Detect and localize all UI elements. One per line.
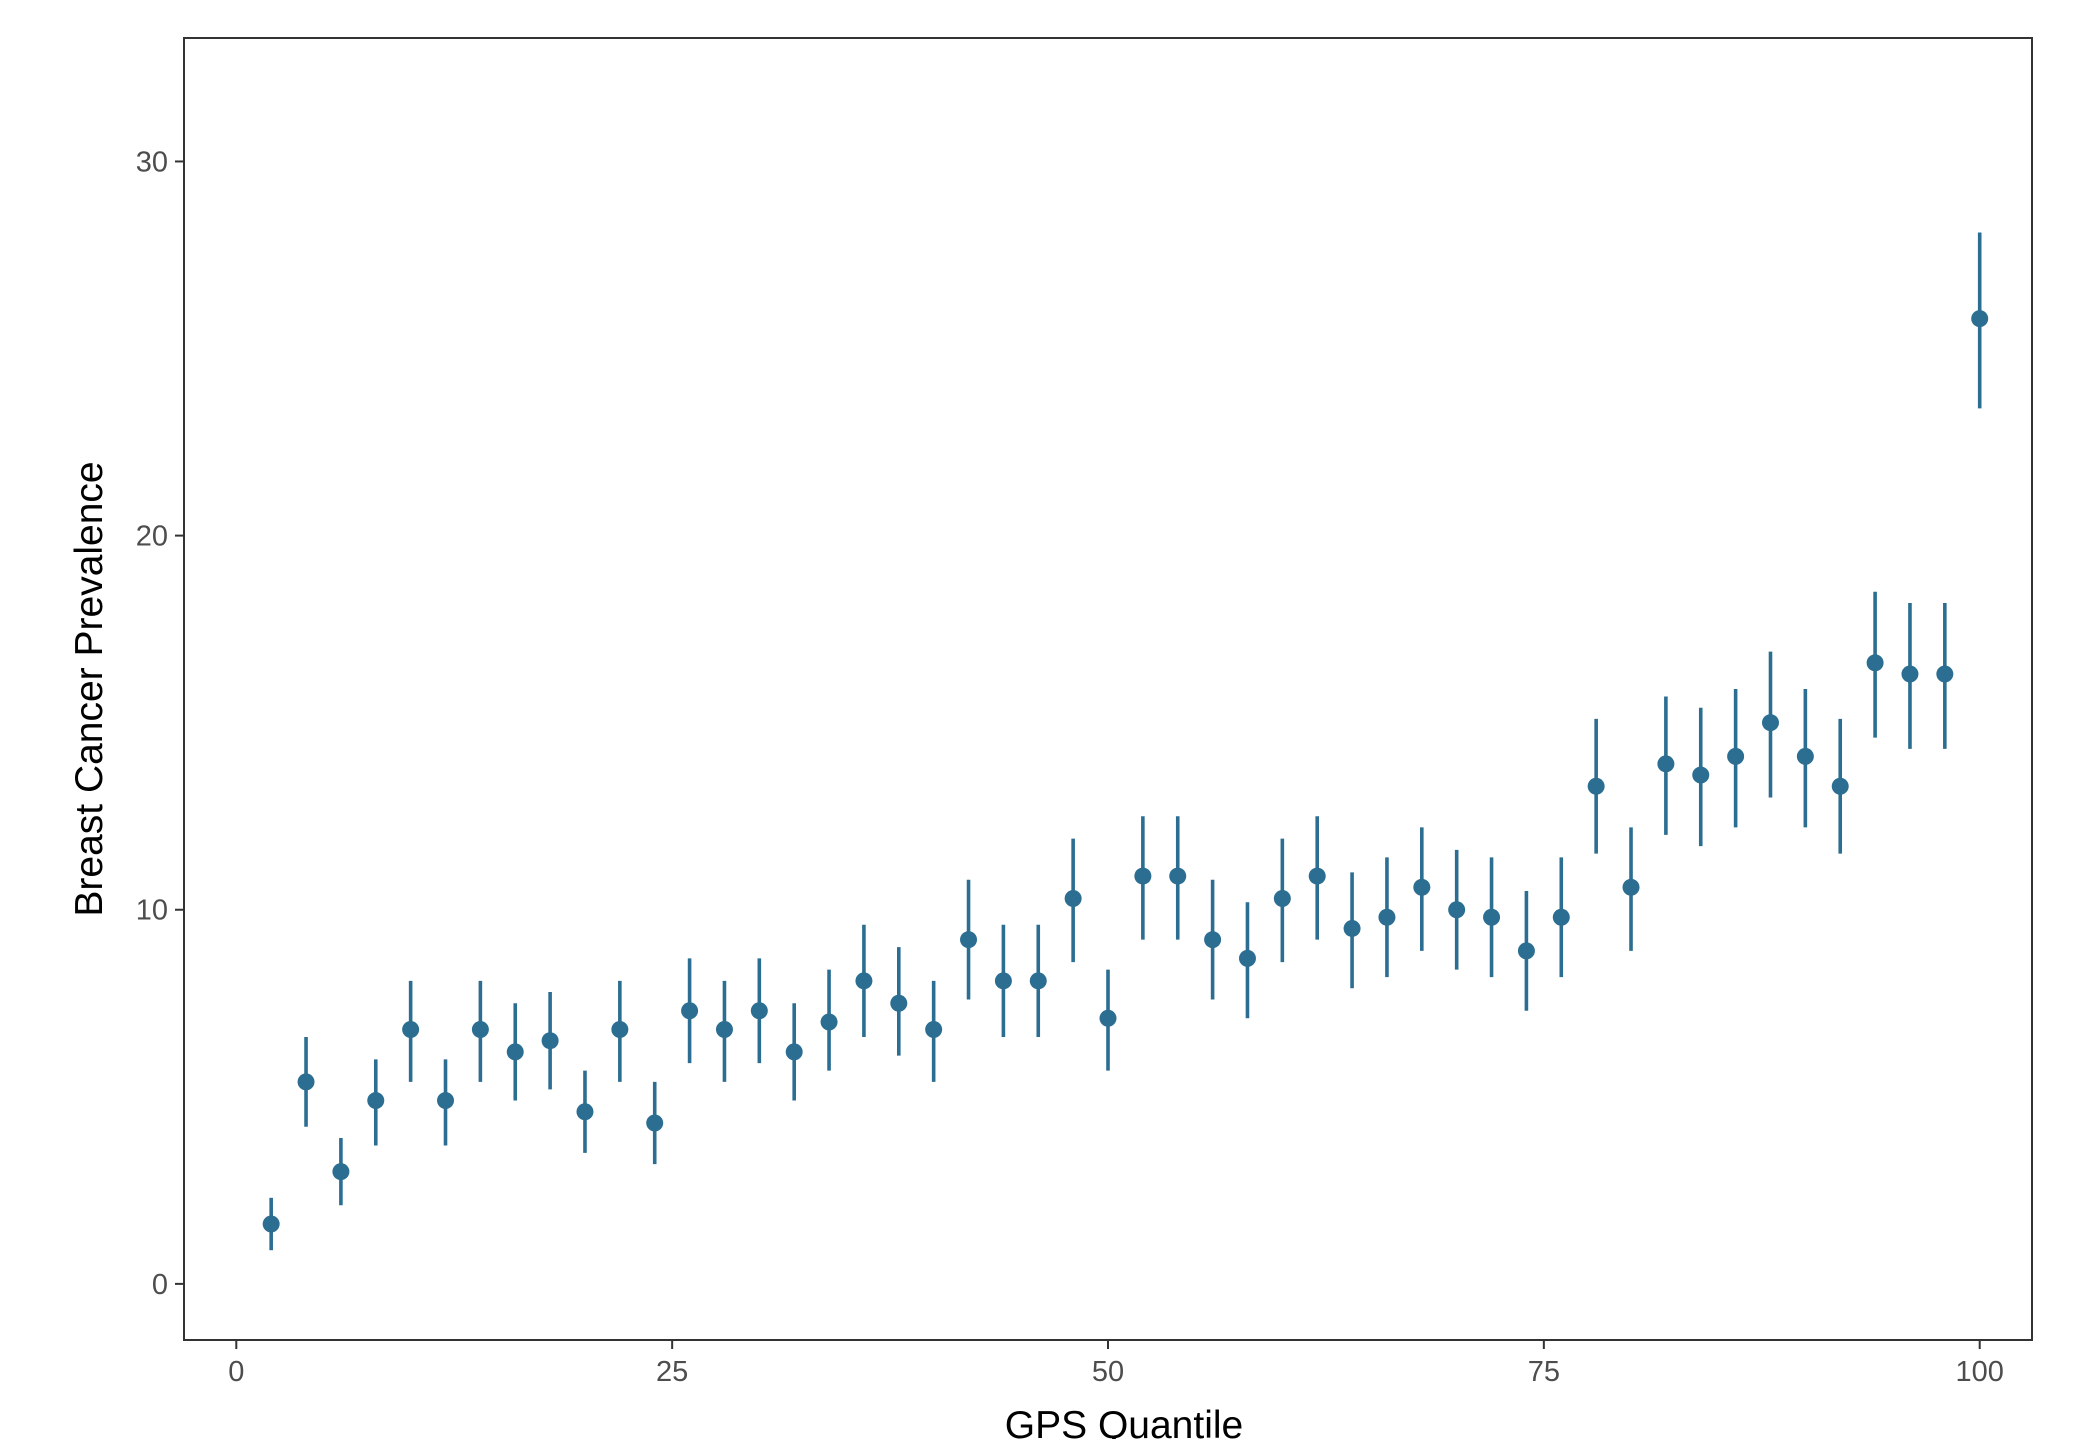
data-point — [1238, 949, 1256, 967]
data-point — [297, 1073, 315, 1091]
data-point — [1134, 867, 1152, 885]
data-point — [576, 1103, 594, 1121]
y-axis-title: Breast Cancer Prevalence — [68, 461, 111, 916]
data-point — [1727, 747, 1745, 765]
data-point — [785, 1043, 803, 1061]
data-point — [332, 1163, 350, 1181]
x-tick-label: 100 — [1956, 1356, 2004, 1388]
data-point — [262, 1215, 280, 1233]
data-point — [1901, 665, 1919, 683]
x-axis: 0 25 50 75 100 — [228, 1340, 2004, 1388]
data-point — [1343, 919, 1361, 937]
data-point — [1204, 931, 1222, 949]
x-tick-label: 25 — [656, 1356, 688, 1388]
data-point — [1692, 766, 1710, 784]
data-point — [1831, 777, 1849, 795]
y-tick-label: 20 — [136, 521, 168, 553]
data-point — [437, 1092, 455, 1110]
data-point — [820, 1013, 838, 1031]
data-point — [1866, 654, 1884, 672]
data-point — [1029, 972, 1047, 990]
data-point — [1761, 714, 1779, 732]
data-point — [1378, 908, 1396, 926]
data-point — [715, 1020, 733, 1038]
data-point — [1273, 890, 1291, 908]
plot-panel-border — [183, 37, 2033, 1341]
data-point — [1308, 867, 1326, 885]
data-point — [1622, 878, 1640, 896]
data-point — [855, 972, 873, 990]
data-point — [506, 1043, 524, 1061]
data-point — [1413, 878, 1431, 896]
data-point — [1448, 901, 1466, 919]
data-point — [750, 1002, 768, 1020]
data-point — [1936, 665, 1954, 683]
data-point — [960, 931, 978, 949]
data-point — [994, 972, 1012, 990]
x-tick-label: 50 — [1092, 1356, 1124, 1388]
x-axis-title: GPS Quantile — [1005, 1404, 1243, 1439]
data-point — [1796, 747, 1814, 765]
data-point — [611, 1020, 629, 1038]
data-point — [1552, 908, 1570, 926]
x-tick-label: 75 — [1528, 1356, 1560, 1388]
data-point — [681, 1002, 699, 1020]
data-point — [1099, 1009, 1117, 1027]
data-point — [925, 1020, 943, 1038]
data-point — [1971, 310, 1989, 328]
data-point — [367, 1092, 385, 1110]
y-tick-label: 30 — [136, 146, 168, 178]
y-axis: 0 10 20 30 — [136, 146, 184, 1301]
data-point — [1517, 942, 1535, 960]
y-tick-label: 0 — [152, 1269, 168, 1301]
data-point — [890, 994, 908, 1012]
data-points — [262, 310, 1989, 1233]
data-point — [1064, 890, 1082, 908]
data-point — [1483, 908, 1501, 926]
data-point — [1587, 777, 1605, 795]
data-point — [402, 1020, 420, 1038]
data-point — [471, 1020, 489, 1038]
data-point — [1169, 867, 1187, 885]
data-point — [1657, 755, 1675, 773]
data-point — [541, 1032, 559, 1050]
y-tick-label: 10 — [136, 895, 168, 927]
x-tick-label: 0 — [228, 1356, 244, 1388]
data-point — [646, 1114, 664, 1132]
